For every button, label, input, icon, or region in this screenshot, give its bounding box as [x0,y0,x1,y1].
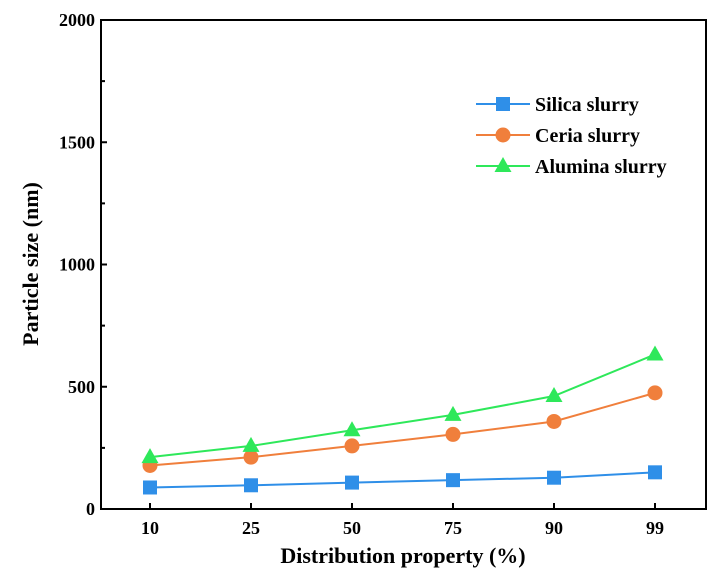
x-tick-label: 10 [141,518,159,538]
data-point-silica-slurry [648,465,662,480]
data-point-alumina-slurry [141,448,159,464]
data-point-alumina-slurry [343,421,361,437]
data-point-ceria-slurry [445,426,461,442]
series-line-silica-slurry [149,471,656,489]
y-tick-label: 1000 [59,255,95,275]
data-point-ceria-slurry [344,438,360,454]
data-point-alumina-slurry [646,345,664,361]
y-axis-title: Particle size (nm) [18,182,43,346]
y-tick-label: 0 [86,499,95,519]
data-point-alumina-slurry [242,436,260,452]
series-ceria-slurry [142,385,663,473]
series-alumina-slurry [141,345,664,464]
y-tick-label: 500 [68,377,95,397]
legend-item: Ceria slurry [476,125,640,147]
x-tick-label: 90 [545,518,563,538]
legend-item: Silica slurry [476,94,639,116]
legend-label: Silica slurry [535,94,639,116]
data-point-silica-slurry [547,470,561,485]
series-silica-slurry [143,465,662,495]
legend: Silica slurry Ceria slurry Alumina slurry [476,94,667,178]
legend-label: Alumina slurry [535,156,667,178]
legend-label: Ceria slurry [535,125,640,147]
data-point-ceria-slurry [647,385,663,401]
y-tick-label: 2000 [59,10,95,30]
series-line-alumina-slurry [149,353,656,459]
x-tick-label: 25 [242,518,260,538]
data-point-silica-slurry [143,480,157,495]
x-axis-title: Distribution property (%) [280,543,525,568]
data-point-ceria-slurry [546,413,562,429]
data-point-silica-slurry [446,473,460,488]
data-point-alumina-slurry [444,405,462,421]
data-point-ceria-slurry [243,449,259,465]
series-layer [141,345,664,495]
x-axis-ticks: 10 25 50 75 90 99 [141,503,664,538]
x-tick-label: 75 [444,518,462,538]
legend-marker [495,127,511,143]
x-tick-label: 50 [343,518,361,538]
x-tick-label: 99 [646,518,664,538]
y-axis-ticks: 0 500 1000 1500 2000 [59,10,107,519]
legend-marker [496,97,510,111]
legend-item: Alumina slurry [476,156,667,178]
data-point-silica-slurry [345,475,359,490]
data-point-alumina-slurry [545,387,563,403]
y-tick-label: 1500 [59,132,95,152]
legend-marker [494,157,512,172]
series-line-ceria-slurry [149,391,656,467]
data-point-silica-slurry [244,478,258,493]
